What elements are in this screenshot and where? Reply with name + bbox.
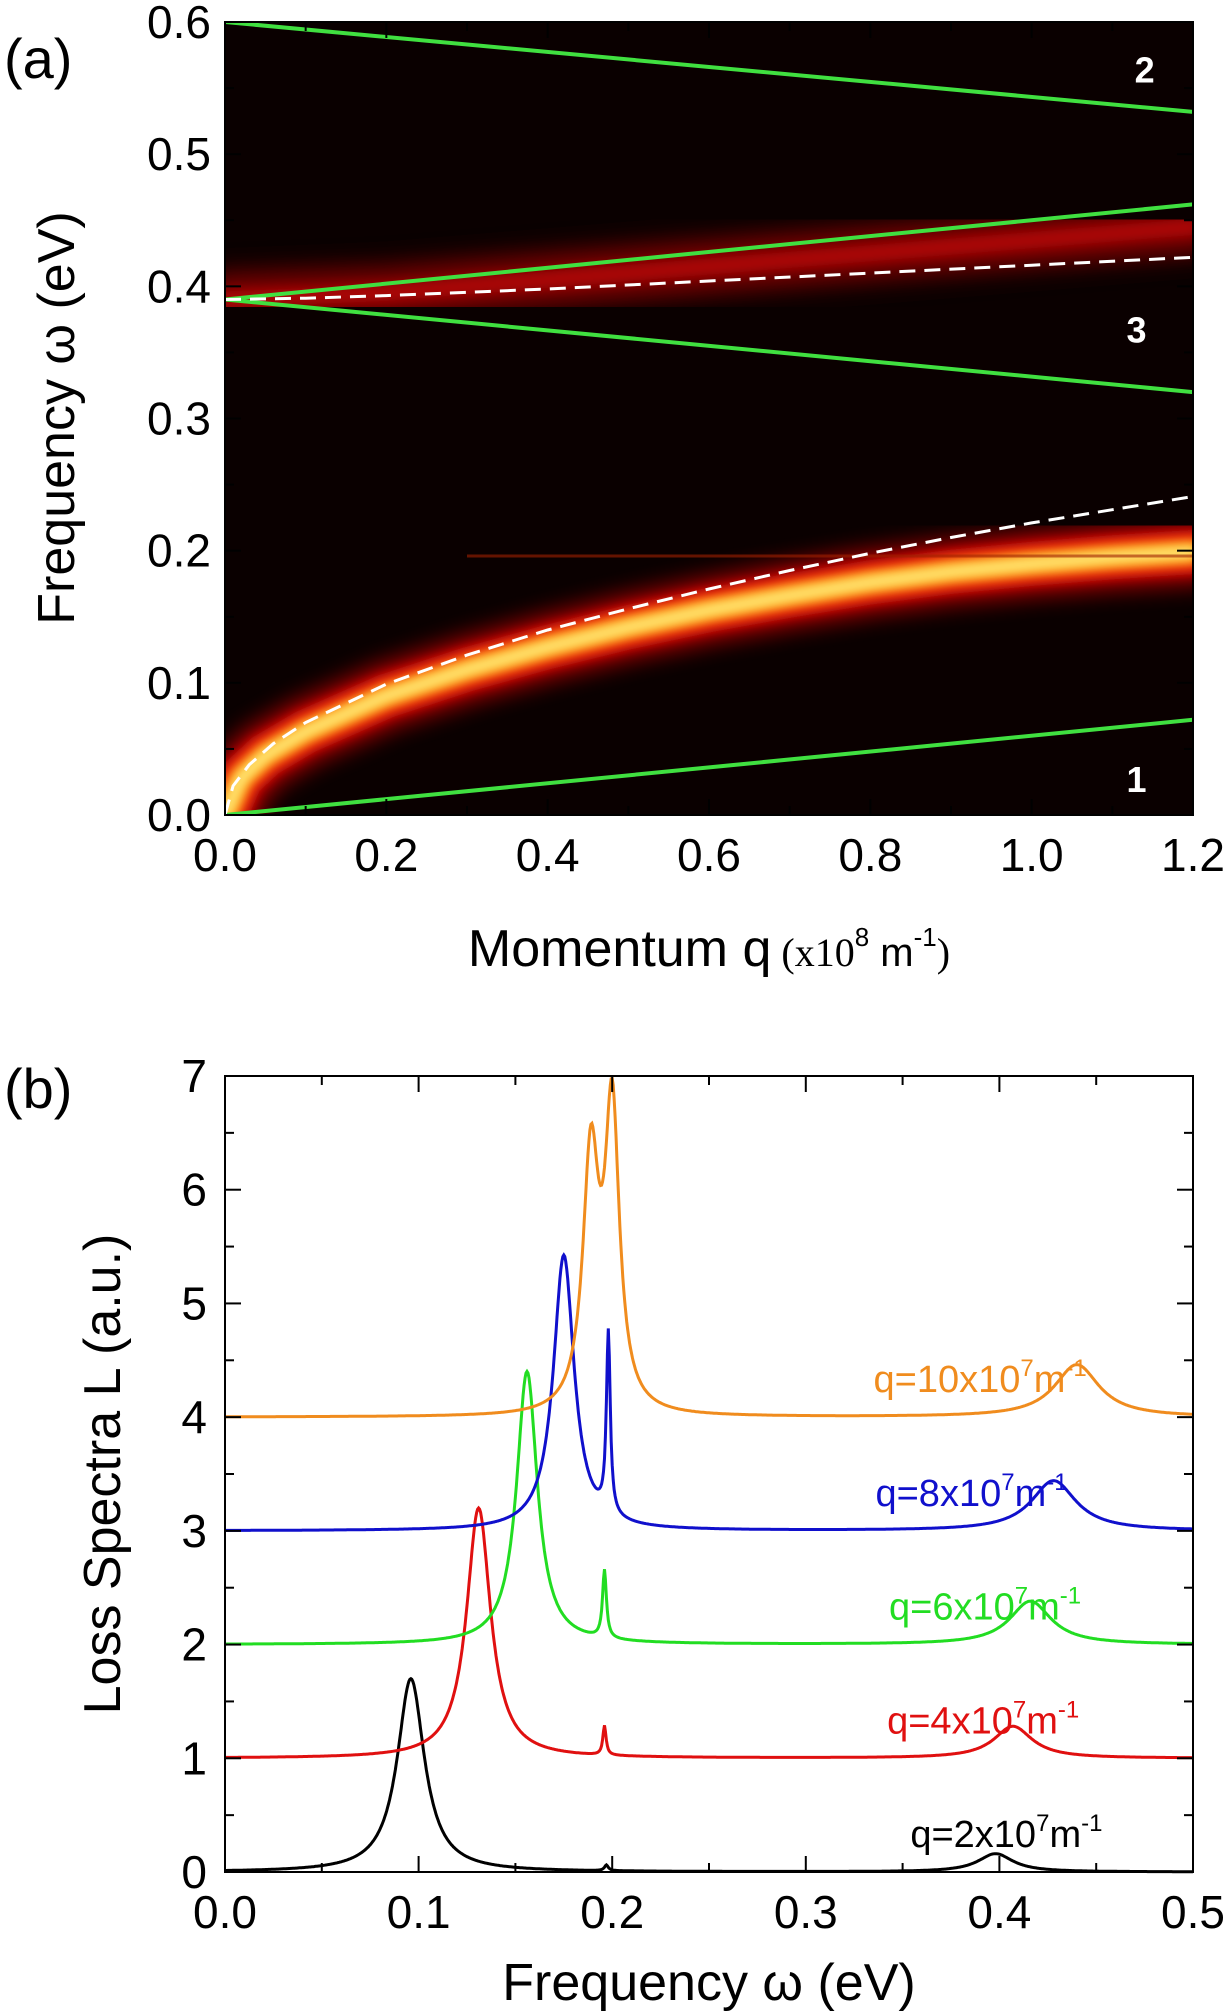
y-axis-label-b: Loss Spectra L (a.u.) xyxy=(74,1234,132,1715)
x-tick-label-a: 0.8 xyxy=(838,829,902,881)
x-tick-label-a: 0.0 xyxy=(193,829,257,881)
x-tick-label-b: 0.0 xyxy=(193,1886,257,1938)
y-tick-label-a: 0.2 xyxy=(147,525,211,577)
panel-b: (b) q=2x107m-1 q=4x107m-1 q=6x107m-1 q=8x10… xyxy=(4,1050,1225,2012)
x-tick-label-b: 0.1 xyxy=(387,1886,451,1938)
y-tick-label-b: 7 xyxy=(181,1050,207,1102)
y-tick-label-b: 4 xyxy=(181,1391,207,1443)
x-tick-label-b: 0.5 xyxy=(1161,1886,1225,1938)
axes-a: 0.0 0.2 0.4 0.6 0.8 1.0 1.2 0.0 0.1 0.2 0.3 0.4 0.5 0… xyxy=(147,0,1225,881)
series-label-2: q=6x107m-1 xyxy=(889,1583,1081,1629)
line-labels: 2 3 1 xyxy=(1127,49,1155,800)
dashed-line-1 xyxy=(225,255,1193,301)
series-label-4: q=10x107m-1 xyxy=(874,1355,1087,1401)
x-tick-label-a: 0.2 xyxy=(354,829,418,881)
y-tick-label-b: 6 xyxy=(181,1164,207,1216)
y-axis-label-a: Frequency ω (eV) xyxy=(28,211,86,624)
y-tick-label-a: 0.5 xyxy=(147,128,211,180)
x-axis-label-b: Frequency ω (eV) xyxy=(502,1954,915,2012)
dashed-line-0 xyxy=(225,495,1193,815)
x-tick-label-b: 0.2 xyxy=(580,1886,644,1938)
line-label-2: 2 xyxy=(1135,49,1155,90)
x-tick-label-a: 0.4 xyxy=(516,829,580,881)
series-lines xyxy=(225,1076,1193,1874)
heat-band-1-layer-2 xyxy=(225,218,1193,308)
y-tick-label-a: 0.6 xyxy=(147,0,211,48)
y-tick-label-a: 0.1 xyxy=(147,657,211,709)
heatmap-layer xyxy=(225,191,1193,815)
y-tick-label-b: 2 xyxy=(181,1619,207,1671)
x-tick-label-b: 0.3 xyxy=(774,1886,838,1938)
y-tick-label-a: 0.0 xyxy=(147,789,211,841)
line-label-1: 1 xyxy=(1127,759,1147,800)
y-tick-label-a: 0.3 xyxy=(147,393,211,445)
panel-a: (a) 231 0.0 0.2 0.4 0.6 0.8 1.0 1.20.00.10.20.… xyxy=(4,0,1225,978)
x-tick-label-a: 0.6 xyxy=(677,829,741,881)
green-line-3 xyxy=(225,202,1193,302)
series-label-1: q=4x107m-1 xyxy=(887,1696,1079,1742)
y-tick-label-a: 0.4 xyxy=(147,260,211,312)
series-line-1 xyxy=(225,1505,1193,1760)
dashed-lines xyxy=(225,255,1193,815)
series-label-0: q=2x107m-1 xyxy=(910,1810,1102,1856)
y-tick-label-b: 5 xyxy=(181,1277,207,1329)
series-line-3 xyxy=(225,1252,1193,1532)
series-line-4 xyxy=(225,1076,1193,1419)
line-label-3: 3 xyxy=(1127,310,1147,351)
panel-a-label: (a) xyxy=(4,27,72,90)
y-tick-label-b: 3 xyxy=(181,1505,207,1557)
y-tick-label-b: 0 xyxy=(181,1846,207,1898)
y-tick-label-b: 1 xyxy=(181,1732,207,1784)
panel-b-label: (b) xyxy=(4,1057,72,1120)
series-labels: q=2x107m-1 q=4x107m-1 q=6x107m-1 q=8x107m-1… xyxy=(874,1355,1103,1856)
series-label-3: q=8x107m-1 xyxy=(875,1469,1067,1515)
axes-b: 0.0 0.1 0.2 0.3 0.4 0.5 0 1 2 3 4 5 6 7 xyxy=(181,1050,1225,1938)
heat-band-0-layer-4 xyxy=(225,549,1193,815)
x-tick-label-b: 0.4 xyxy=(967,1886,1031,1938)
x-axis-label-a: Momentum q (x108 m-1) xyxy=(468,920,950,978)
series-line-2 xyxy=(225,1368,1193,1646)
green-line-2 xyxy=(225,297,1193,395)
x-tick-label-a: 1.2 xyxy=(1161,829,1225,881)
x-tick-label-a: 1.0 xyxy=(1000,829,1064,881)
